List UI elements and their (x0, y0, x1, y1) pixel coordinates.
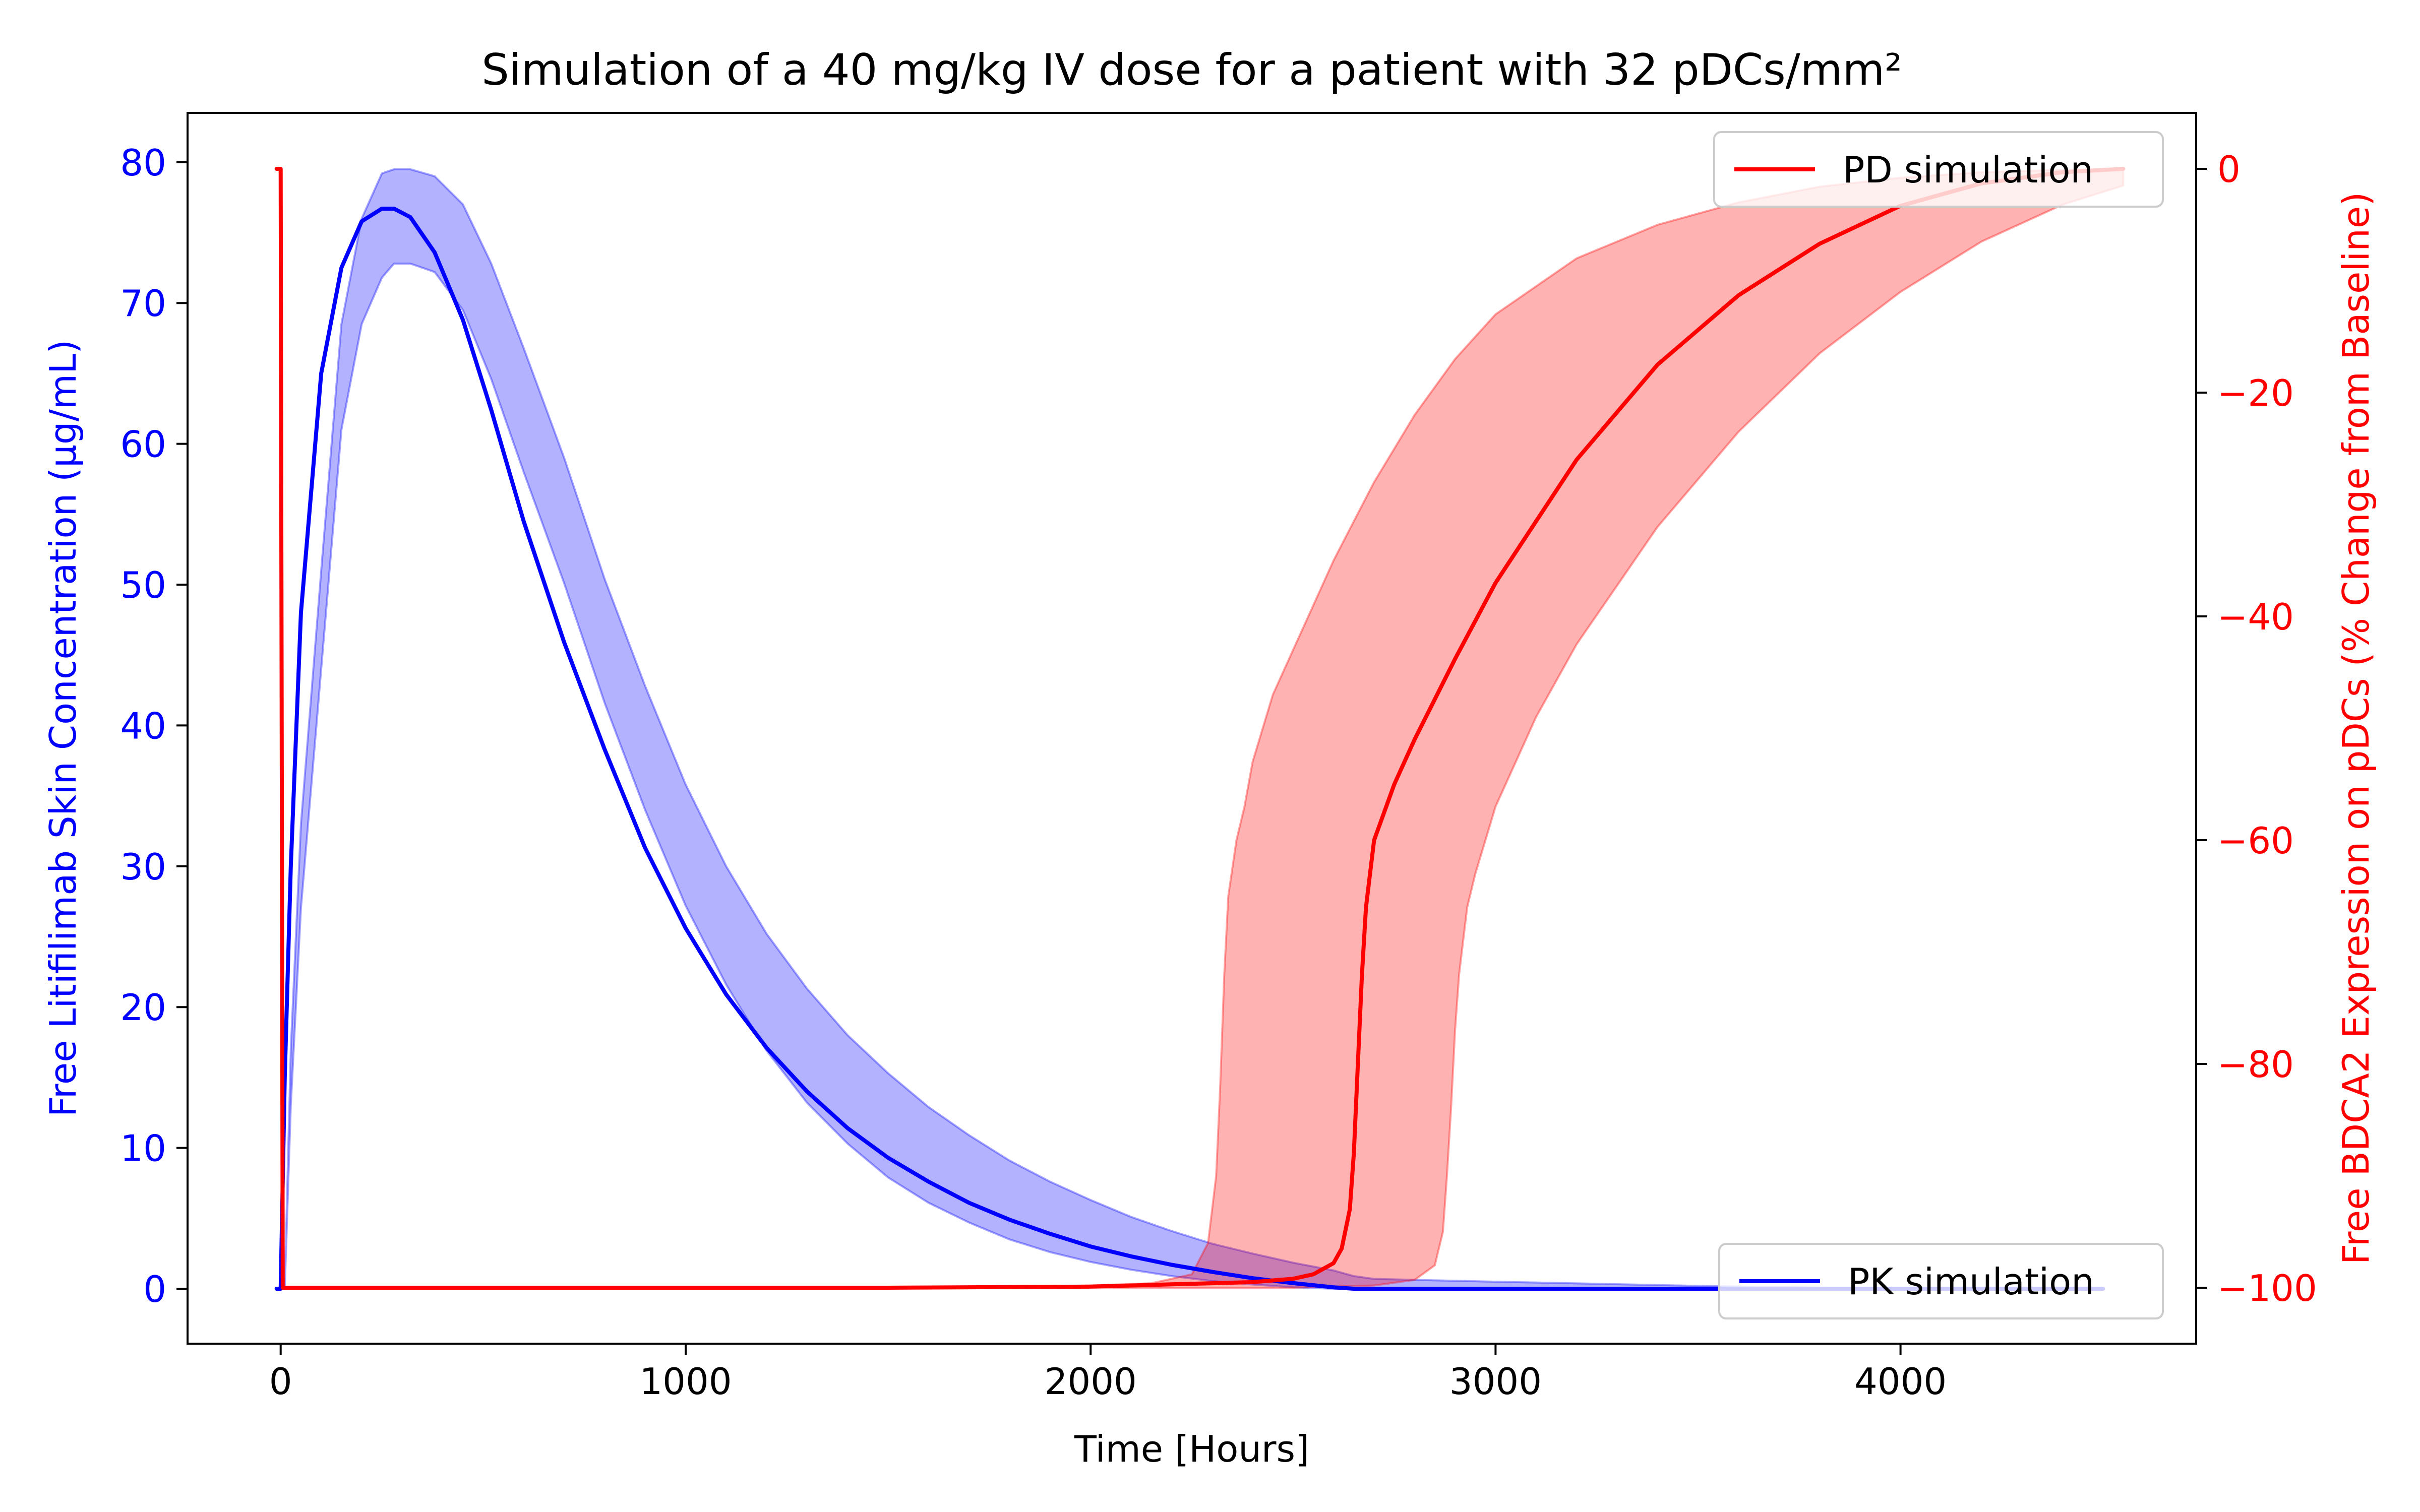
uncertainty-bands (280, 167, 2125, 1290)
left-y-tick-label: 70 (120, 282, 166, 325)
x-tick-label: 4000 (1854, 1360, 1947, 1403)
right-y-tick-label: 0 (2217, 148, 2241, 191)
chart-title: Simulation of a 40 mg/kg IV dose for a p… (481, 45, 1902, 95)
left-y-tick-label: 50 (120, 564, 166, 606)
series-lines (274, 167, 2126, 1291)
left-y-axis-ticks: 0 10 20 30 40 50 60 70 80 (120, 142, 188, 1310)
left-y-tick-label: 30 (120, 846, 166, 888)
legend-pd: PD simulation (1713, 131, 2164, 208)
x-axis-ticks: 0 1000 2000 3000 4000 (269, 1344, 1947, 1403)
plot-frame (187, 112, 2197, 1345)
right-y-tick-label: −60 (2217, 820, 2294, 862)
pk-uncertainty-band (280, 168, 1901, 1290)
right-y-axis-ticks: 0 −20 −40 −60 −80 −100 (2196, 148, 2317, 1309)
legend-pk-label: PK simulation (1848, 1261, 2094, 1303)
x-tick-label: 0 (269, 1360, 292, 1403)
pk-simulation-line (274, 207, 2105, 1291)
pd-simulation-line (274, 167, 2126, 1290)
pd-uncertainty-band (280, 167, 2125, 1289)
legend-pd-label: PD simulation (1843, 149, 2093, 191)
x-tick-label: 3000 (1449, 1360, 1542, 1403)
left-y-tick-label: 40 (120, 705, 166, 747)
x-axis-label: Time [Hours] (1074, 1428, 1309, 1470)
left-y-tick-label: 60 (120, 423, 166, 466)
x-tick-label: 2000 (1045, 1360, 1137, 1403)
left-y-tick-label: 20 (120, 986, 166, 1029)
right-y-tick-label: −20 (2217, 372, 2294, 414)
right-y-tick-label: −80 (2217, 1043, 2294, 1086)
right-y-tick-label: −40 (2217, 596, 2294, 638)
left-y-tick-label: 0 (143, 1268, 166, 1310)
left-y-tick-label: 80 (120, 142, 166, 184)
left-y-axis-label: Free Litifilimab Skin Concentration (μg/… (42, 340, 84, 1117)
legend-pk: PK simulation (1718, 1243, 2164, 1319)
legend-pd-box (1713, 131, 2164, 208)
right-y-tick-label: −100 (2217, 1267, 2317, 1309)
legend-pk-box (1718, 1243, 2164, 1319)
left-y-tick-label: 10 (120, 1127, 166, 1170)
x-tick-label: 1000 (639, 1360, 732, 1403)
right-y-axis-label: Free BDCA2 Expression on pDCs (% Change … (2335, 192, 2377, 1265)
